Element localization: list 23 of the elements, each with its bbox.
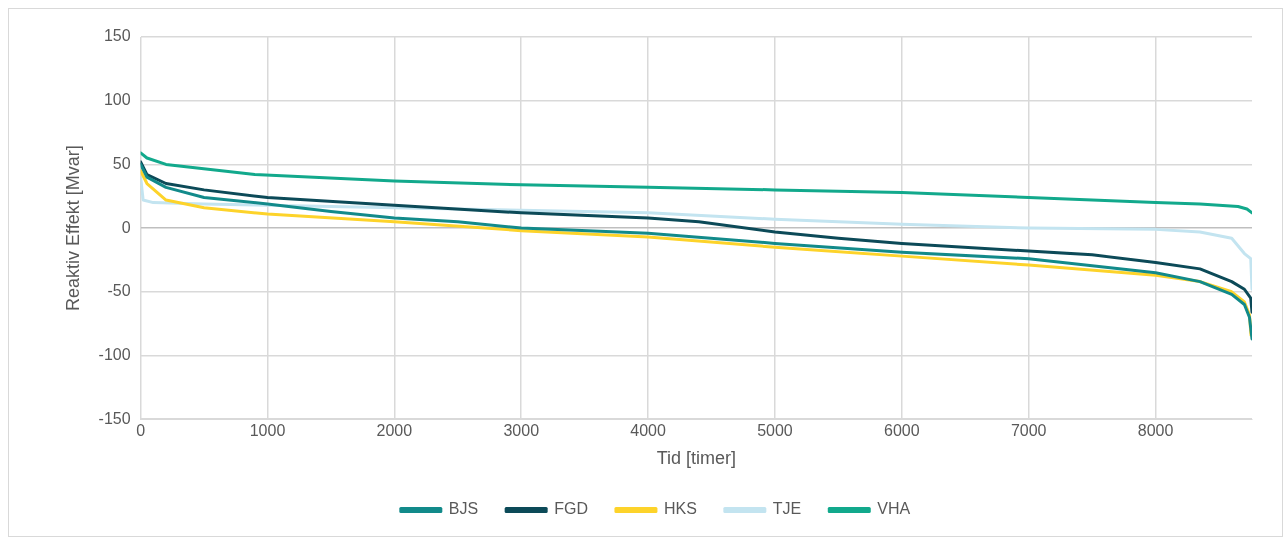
legend-label: TJE bbox=[772, 500, 802, 518]
x-tick-label: 4000 bbox=[630, 422, 666, 440]
y-tick-label: 150 bbox=[103, 27, 131, 45]
x-tick-label: 1000 bbox=[249, 422, 286, 440]
x-tick-label: 5000 bbox=[757, 422, 793, 440]
legend-label: HKS bbox=[663, 500, 697, 518]
x-tick-label: 8000 bbox=[1137, 422, 1174, 440]
y-tick-label: -150 bbox=[98, 409, 131, 427]
legend-label: VHA bbox=[877, 500, 911, 518]
x-tick-label: 7000 bbox=[1010, 422, 1047, 440]
y-tick-label: -50 bbox=[107, 282, 131, 300]
x-tick-label: 2000 bbox=[376, 422, 413, 440]
y-tick-label: 0 bbox=[121, 218, 131, 236]
legend-label: BJS bbox=[448, 500, 479, 518]
legend-label: FGD bbox=[554, 500, 588, 518]
y-tick-label: 100 bbox=[103, 91, 131, 109]
x-axis-title: Tid [timer] bbox=[656, 448, 736, 469]
x-tick-label: 6000 bbox=[884, 422, 920, 440]
x-tick-label: 3000 bbox=[503, 422, 540, 440]
x-tick-label: 0 bbox=[136, 422, 146, 440]
y-axis-title: Reaktiv Effekt [Mvar] bbox=[62, 145, 83, 311]
y-tick-label: 50 bbox=[112, 154, 131, 172]
y-tick-label: -100 bbox=[98, 345, 131, 363]
